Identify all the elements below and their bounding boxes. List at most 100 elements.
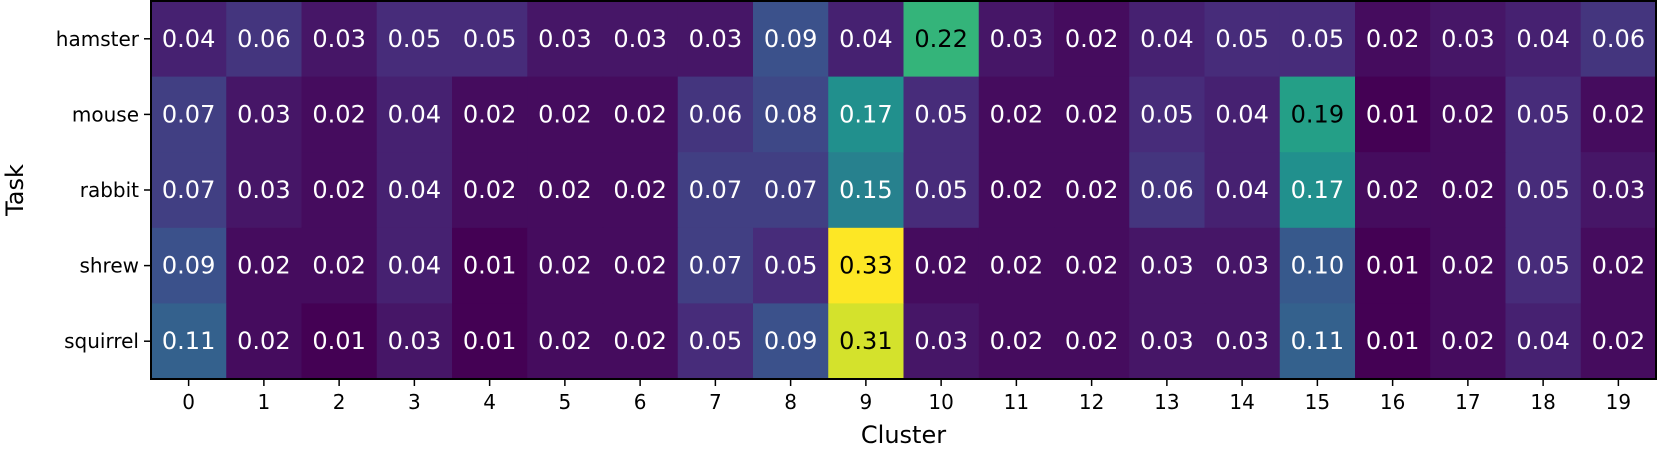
- heatmap-cell: [1279, 227, 1356, 304]
- x-tick-label: 10: [928, 390, 953, 414]
- cell-value-label: 0.03: [914, 327, 967, 355]
- heatmap-cell: [903, 303, 980, 380]
- heatmap-cell: [978, 227, 1055, 304]
- cell-value-label: 0.10: [1291, 252, 1344, 280]
- heatmap-cell: [677, 152, 754, 229]
- cell-value-label: 0.06: [689, 100, 742, 128]
- cell-value-label: 0.05: [689, 327, 742, 355]
- heatmap-cell: [1129, 76, 1206, 153]
- cell-value-label: 0.05: [1140, 100, 1193, 128]
- heatmap-cell: [1129, 1, 1206, 78]
- heatmap-cell: [1279, 152, 1356, 229]
- cell-value-label: 0.05: [1516, 100, 1569, 128]
- heatmap-cell: [677, 303, 754, 380]
- cell-value-label: 0.01: [463, 252, 516, 280]
- heatmap-cell: [1355, 227, 1431, 304]
- cell-value-label: 0.07: [162, 100, 215, 128]
- cell-value-label: 0.04: [388, 252, 441, 280]
- heatmap-cell: [1505, 1, 1582, 78]
- heatmap-cell: [151, 76, 227, 153]
- heatmap-cell: [903, 1, 980, 78]
- heatmap-cell: [1054, 227, 1130, 304]
- heatmap-cell: [527, 152, 604, 229]
- cell-value-label: 0.02: [613, 252, 666, 280]
- cell-value-label: 0.02: [312, 100, 365, 128]
- heatmap-cell: [753, 303, 829, 380]
- heatmap-cell: [452, 227, 528, 304]
- heatmap-cell: [1054, 303, 1130, 380]
- cell-value-label: 0.11: [162, 327, 215, 355]
- cell-value-label: 0.02: [613, 176, 666, 204]
- cell-value-label: 0.02: [1065, 176, 1118, 204]
- x-tick-label: 8: [784, 390, 797, 414]
- heatmap-cell: [1580, 76, 1657, 153]
- cell-value-label: 0.05: [1516, 252, 1569, 280]
- heatmap-cell: [376, 152, 453, 229]
- heatmap-cell: [1054, 76, 1130, 153]
- cell-value-label: 0.02: [312, 176, 365, 204]
- heatmap-cell: [1054, 1, 1130, 78]
- heatmap-cell: [828, 152, 905, 229]
- x-tick-label: 3: [408, 390, 421, 414]
- heatmap-cell: [1355, 152, 1431, 229]
- heatmap-cell: [1129, 227, 1206, 304]
- heatmap-cell: [1430, 76, 1507, 153]
- heatmap-cell: [978, 76, 1055, 153]
- x-tick-label: 19: [1606, 390, 1631, 414]
- x-tick-label: 13: [1154, 390, 1179, 414]
- heatmap-cell: [527, 303, 604, 380]
- y-tick-label: rabbit: [80, 178, 139, 202]
- heatmap-cell: [1430, 303, 1507, 380]
- heatmap-cell: [452, 76, 528, 153]
- cell-value-label: 0.07: [689, 252, 742, 280]
- cell-value-label: 0.02: [990, 252, 1043, 280]
- heatmap-cells: 0.04 0.06 0.03 0.05 0.05 0.03 0.03 0.03 0.09 0.04…: [151, 1, 1657, 380]
- cell-value-label: 0.03: [388, 327, 441, 355]
- heatmap-cell: [1279, 303, 1356, 380]
- x-axis: 0 1 2 3 4 5 6 7 8 9 10 11 12 13 14 15 16 17 18 19: [182, 379, 1631, 414]
- heatmap-cell: [1580, 303, 1657, 380]
- heatmap-cell: [1204, 303, 1281, 380]
- heatmap-cell: [1430, 1, 1507, 78]
- cell-value-label: 0.02: [538, 176, 591, 204]
- heatmap-cell: [151, 1, 227, 78]
- x-tick-label: 7: [709, 390, 722, 414]
- x-tick-label: 14: [1229, 390, 1254, 414]
- y-tick-label: hamster: [56, 27, 140, 51]
- heatmap-cell: [1204, 76, 1281, 153]
- cell-value-label: 0.03: [1215, 252, 1268, 280]
- heatmap-cell: [452, 303, 528, 380]
- heatmap-cell: [602, 76, 679, 153]
- x-tick-label: 16: [1380, 390, 1405, 414]
- heatmap-cell: [1355, 76, 1431, 153]
- heatmap-cell: [1279, 1, 1356, 78]
- heatmap-cell: [376, 76, 453, 153]
- heatmap-cell: [1580, 227, 1657, 304]
- heatmap-cell: [452, 152, 528, 229]
- heatmap-cell: [226, 303, 303, 380]
- heatmap-cell: [301, 152, 378, 229]
- heatmap-cell: [753, 1, 829, 78]
- heatmap-cell: [1279, 76, 1356, 153]
- heatmap-cell: [301, 76, 378, 153]
- heatmap-cell: [903, 152, 980, 229]
- heatmap-cell: [376, 303, 453, 380]
- heatmap-cell: [903, 76, 980, 153]
- cell-value-label: 0.17: [1291, 176, 1344, 204]
- heatmap-cell: [1580, 152, 1657, 229]
- cell-value-label: 0.02: [1065, 100, 1118, 128]
- x-tick-label: 6: [634, 390, 647, 414]
- x-axis-label: Cluster: [861, 421, 946, 449]
- cell-value-label: 0.02: [990, 100, 1043, 128]
- cell-value-label: 0.02: [1441, 252, 1494, 280]
- cell-value-label: 0.02: [538, 327, 591, 355]
- heatmap-cell: [226, 1, 303, 78]
- cell-value-label: 0.03: [1215, 327, 1268, 355]
- y-tick-label: squirrel: [64, 329, 139, 353]
- cell-value-label: 0.03: [237, 176, 290, 204]
- cell-value-label: 0.07: [764, 176, 817, 204]
- heatmap-cell: [1505, 227, 1582, 304]
- cell-value-label: 0.01: [463, 327, 516, 355]
- cell-value-label: 0.02: [1065, 25, 1118, 53]
- x-tick-label: 1: [258, 390, 271, 414]
